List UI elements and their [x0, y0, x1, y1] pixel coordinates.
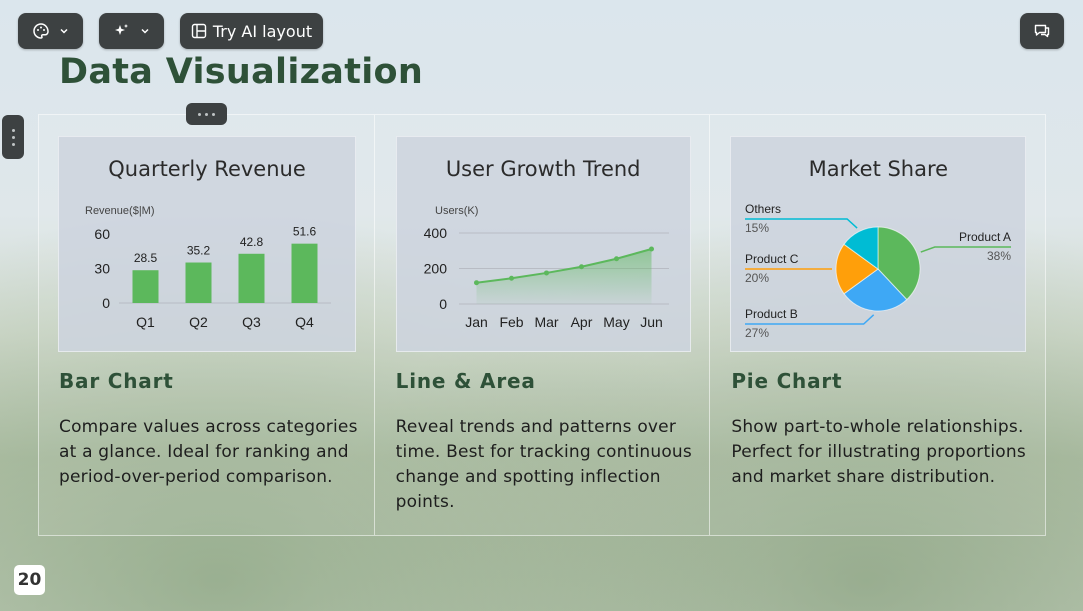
slice-label: Product C: [745, 252, 799, 266]
slice-label: Others: [745, 202, 781, 216]
data-label: 28.5: [134, 251, 158, 265]
x-tick-label: Jun: [640, 314, 663, 330]
slice-label: Product B: [745, 307, 798, 321]
data-point: [578, 264, 584, 270]
chart-title: User Growth Trend: [445, 157, 641, 181]
y-axis-label: Revenue($|M): [85, 205, 155, 217]
data-label: 35.2: [187, 244, 211, 258]
pie-slice: [835, 243, 880, 295]
card-description[interactable]: Reveal trends and patterns over time. Be…: [395, 417, 692, 512]
page-number: 20: [14, 565, 45, 595]
y-tick-label: 30: [94, 261, 110, 277]
x-tick-label: Q2: [189, 314, 208, 330]
pie-slice: [843, 268, 908, 312]
palette-icon: [32, 23, 49, 39]
data-label: 51.6: [293, 225, 317, 239]
x-tick-label: Q1: [136, 314, 155, 330]
x-tick-label: Apr: [570, 314, 592, 330]
chart-image[interactable]: Quarterly Revenue Revenue($|M) 0 30 60 28.5 Q…: [58, 136, 356, 352]
line-chart: Users(K) 0 200 400 Jan Feb Mar Apr May Jun: [423, 205, 669, 330]
data-point: [473, 280, 479, 286]
leader-line: [745, 314, 875, 325]
sparkle-icon: [114, 24, 128, 35]
more-options-handle[interactable]: [186, 103, 227, 125]
chevron-down-icon: [140, 28, 149, 34]
y-axis-label: Users(K): [435, 205, 478, 217]
layout-icon: [191, 23, 207, 39]
pie-slice: [843, 226, 879, 270]
y-tick-label: 200: [423, 261, 447, 277]
pie-chart: Product A 38% Product B 27% Product C 20% Othe…: [745, 202, 1012, 340]
slice-percent: 15%: [745, 221, 769, 235]
slide-title[interactable]: Data Visualization: [59, 52, 424, 92]
chart-title: Quarterly Revenue: [108, 157, 306, 181]
data-point: [508, 275, 514, 281]
slice-label: Product A: [959, 230, 1011, 244]
comment-icon: [1034, 24, 1050, 38]
data-label: 42.8: [240, 235, 264, 249]
card-heading[interactable]: Line & Area: [395, 369, 536, 393]
y-tick-label: 0: [102, 295, 110, 311]
card-description[interactable]: Compare values across categories at a gl…: [59, 417, 358, 487]
slice-percent: 27%: [745, 326, 769, 340]
theme-button[interactable]: [18, 13, 83, 49]
x-tick-label: Mar: [534, 314, 558, 330]
drag-handle[interactable]: [2, 115, 24, 159]
card-pie-chart[interactable]: Market Share Product A 38% Product B 27% Pro…: [710, 115, 1046, 535]
try-ai-layout-label: Try AI layout: [212, 21, 313, 41]
bar: [185, 262, 212, 303]
slice-percent: 20%: [745, 271, 769, 285]
y-tick-label: 0: [439, 296, 447, 312]
data-point: [543, 270, 549, 276]
data-point: [613, 256, 619, 262]
chart-title: Market Share: [808, 157, 949, 181]
series-line: [476, 248, 652, 284]
chart-image[interactable]: User Growth Trend Users(K) 0 200 400 Jan Feb M…: [395, 136, 691, 352]
try-ai-layout-button[interactable]: Try AI layout: [180, 13, 323, 49]
ai-menu-button[interactable]: [99, 13, 164, 49]
card-bar-chart[interactable]: Quarterly Revenue Revenue($|M) 0 30 60 28.5 Q…: [39, 115, 375, 535]
x-tick-label: May: [603, 314, 629, 330]
card-heading[interactable]: Pie Chart: [731, 369, 843, 393]
card-grid: Quarterly Revenue Revenue($|M) 0 30 60 28.5 Q…: [38, 114, 1046, 536]
leader-line: [920, 246, 1012, 253]
slice-percent: 38%: [987, 249, 1011, 263]
x-tick-label: Q4: [295, 314, 314, 330]
area-fill: [476, 248, 652, 304]
chevron-down-icon: [59, 28, 68, 34]
x-tick-label: Q3: [242, 314, 261, 330]
bar: [291, 243, 318, 303]
bar: [238, 253, 265, 303]
bar: [132, 270, 159, 303]
chart-image[interactable]: Market Share Product A 38% Product B 27% Pro…: [730, 136, 1027, 352]
bar-chart: Revenue($|M) 0 30 60 28.5 Q1 35.2 Q2 42.8 Q3 51.6 Q…: [85, 205, 331, 330]
card-line-chart[interactable]: User Growth Trend Users(K) 0 200 400 Jan Feb M…: [374, 115, 711, 535]
card-heading[interactable]: Bar Chart: [59, 369, 174, 393]
pie-slice: [877, 226, 921, 301]
y-tick-label: 400: [423, 225, 447, 241]
data-point: [648, 246, 654, 252]
card-description[interactable]: Show part-to-whole relationships. Perfec…: [731, 417, 1026, 487]
comment-button[interactable]: [1020, 13, 1064, 49]
y-tick-label: 60: [94, 226, 110, 242]
x-tick-label: Feb: [499, 314, 523, 330]
x-tick-label: Jan: [465, 314, 488, 330]
leader-line: [745, 218, 858, 229]
